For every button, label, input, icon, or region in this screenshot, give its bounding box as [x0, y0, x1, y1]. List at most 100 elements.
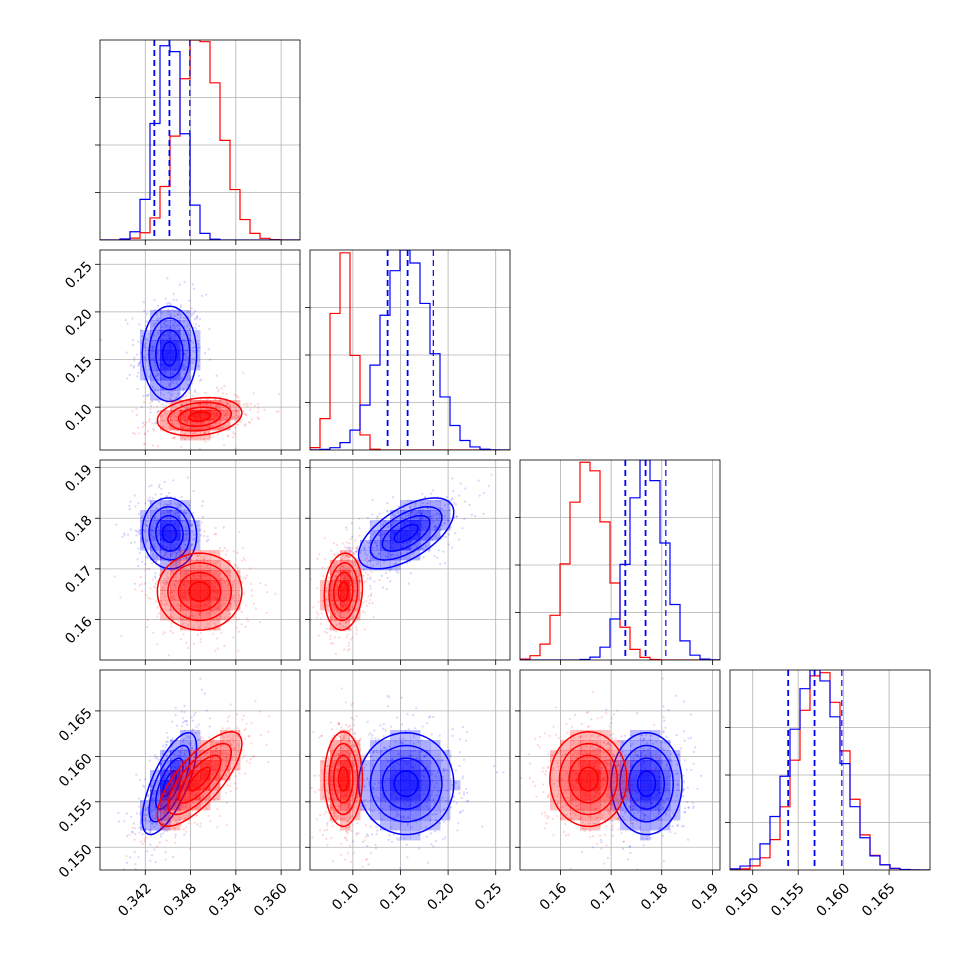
histogram-blue	[310, 250, 510, 450]
contour-red	[328, 562, 359, 622]
scatter-panel-3-2: 0.16 0.17 0.18 0.19	[515, 669, 722, 914]
x-tick-label: 0.15	[377, 880, 410, 913]
contour-blue	[628, 757, 666, 810]
x-tick-label: 0.20	[424, 880, 457, 913]
histogram-red	[310, 252, 510, 450]
panel-frame	[729, 669, 931, 871]
scatter-panel-2-1	[305, 459, 511, 665]
scatter-panel-1-0: 0.10 0.15 0.20 0.25	[62, 249, 301, 455]
y-tick-label: 0.19	[62, 462, 95, 495]
y-tick-label: 0.150	[56, 842, 96, 882]
panel-frame	[519, 459, 721, 661]
contour-red	[333, 571, 354, 612]
contour-blue	[393, 523, 419, 544]
contour-blue	[141, 497, 198, 570]
contour-red	[549, 731, 628, 828]
contour-red	[177, 406, 222, 427]
plot-area	[520, 460, 720, 660]
y-tick-label: 0.160	[56, 751, 96, 791]
contour-red	[568, 754, 609, 804]
contour-red	[167, 401, 233, 432]
contour-red	[337, 581, 349, 603]
plot-area	[100, 460, 300, 660]
contour-blue	[161, 523, 177, 544]
y-tick-label: 0.10	[62, 401, 95, 434]
y-tick-label: 0.25	[62, 259, 95, 292]
contour-blue	[381, 514, 431, 552]
x-tick-label: 0.354	[206, 880, 246, 920]
contour-blue	[369, 744, 443, 823]
contour-red	[188, 766, 211, 792]
contour-red	[156, 731, 243, 828]
density-red	[320, 550, 361, 631]
x-tick-label: 0.18	[638, 880, 671, 913]
contour-blue	[636, 770, 657, 798]
y-tick-label: 0.165	[56, 705, 96, 745]
histogram-blue	[730, 670, 930, 870]
x-tick-label: 0.150	[723, 880, 763, 920]
y-tick-label: 0.155	[56, 796, 96, 836]
plot-area	[310, 250, 510, 450]
histogram-red	[520, 461, 720, 660]
contour-blue	[161, 770, 177, 798]
contour-red	[323, 552, 364, 631]
contour-red	[156, 552, 243, 631]
contour-blue	[393, 770, 419, 798]
panel-frame	[309, 249, 511, 451]
contour-blue	[619, 744, 674, 823]
x-tick-label: 0.17	[587, 880, 620, 913]
contour-red	[577, 766, 599, 792]
x-tick-label: 0.160	[814, 880, 854, 920]
contour-blue	[357, 497, 455, 570]
x-tick-label: 0.16	[537, 880, 570, 913]
x-tick-label: 0.155	[768, 880, 808, 920]
contour-red	[337, 766, 349, 792]
density-blue	[360, 500, 451, 571]
y-tick-label: 0.15	[62, 354, 95, 387]
density-blue	[360, 730, 461, 841]
contour-blue	[155, 329, 184, 379]
contour-red	[333, 754, 354, 804]
histogram-blue	[100, 45, 300, 240]
x-tick-label: 0.342	[115, 880, 155, 920]
panel-frame	[99, 669, 301, 871]
y-tick-label: 0.16	[62, 614, 95, 647]
scatter-panel-3-1: 0.10 0.15 0.20 0.25	[305, 669, 511, 914]
y-tick-label: 0.20	[62, 306, 95, 339]
contour-blue	[610, 731, 683, 836]
plot-area	[100, 250, 300, 450]
x-tick-label: 0.10	[329, 880, 362, 913]
contour-blue	[155, 514, 184, 552]
x-tick-label: 0.348	[161, 880, 201, 920]
contour-blue	[141, 305, 198, 403]
x-tick-label: 0.19	[689, 880, 722, 913]
contour-red	[328, 742, 359, 816]
plot-area	[310, 460, 510, 660]
contour-red	[167, 742, 233, 816]
contour-red	[167, 562, 233, 622]
contour-red	[188, 581, 211, 603]
contour-red	[323, 731, 364, 828]
contour-red	[177, 571, 222, 612]
panel-frame	[309, 459, 511, 661]
contour-red	[177, 754, 222, 804]
panel-frame	[99, 249, 301, 451]
panel-frame	[519, 669, 721, 871]
scatter-panel-3-0: 0.150 0.155 0.160 0.165 0.342 0.348 0.354 0.360	[56, 669, 301, 920]
contour-blue	[381, 757, 431, 810]
contour-red	[188, 411, 211, 423]
contour-red	[558, 742, 618, 816]
x-tick-label: 0.165	[859, 880, 899, 920]
plot-area	[100, 40, 300, 240]
hist-panel-1	[305, 249, 511, 455]
contour-blue	[357, 731, 455, 836]
plot-area	[100, 670, 300, 870]
contour-blue	[161, 341, 177, 367]
x-tick-label: 0.25	[472, 880, 505, 913]
plot-area	[520, 670, 720, 870]
y-tick-label: 0.18	[62, 513, 95, 546]
hist-panel-3: 0.150 0.155 0.160 0.165	[723, 669, 931, 920]
hist-panel-2	[515, 459, 721, 665]
contour-red	[156, 396, 243, 437]
